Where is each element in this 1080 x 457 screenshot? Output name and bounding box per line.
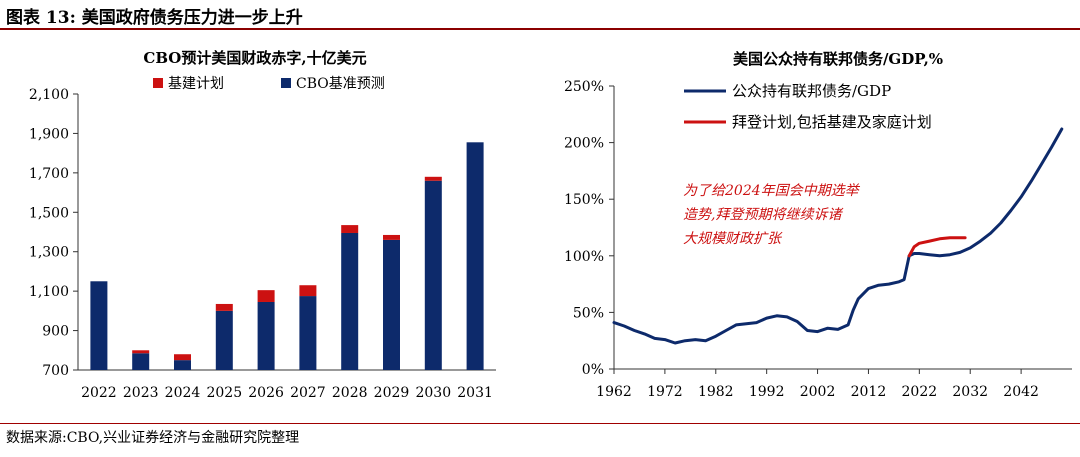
right-y-tick-label: 50% [573, 305, 604, 321]
right-x-tick-label: 1992 [749, 384, 785, 400]
bar-infra-2027 [299, 285, 317, 297]
bar-cbo-2027 [299, 296, 317, 370]
figure-title: 图表 13: 美国政府债务压力进一步上升 [6, 8, 303, 28]
bar-cbo-2023 [132, 353, 150, 370]
left-y-tick-label: 1,500 [29, 205, 69, 221]
right-x-tick-label: 1972 [647, 384, 683, 400]
bar-cbo-2026 [257, 301, 275, 370]
right-x-tick-label: 2022 [902, 384, 938, 400]
left-x-tick-label: 2027 [290, 385, 326, 401]
title-rule [0, 28, 1080, 30]
right-chart-title: 美国公众持有联邦债务/GDP,% [733, 50, 943, 68]
left-y-tick-label: 2,100 [29, 87, 69, 103]
annotation-line-1: 为了给2024年国会中期选举 [683, 183, 861, 199]
bar-infra-2029 [383, 234, 400, 240]
bar-infra-2023 [132, 350, 150, 354]
left-y-tick-label: 900 [42, 324, 69, 340]
bar-infra-2025 [215, 303, 233, 311]
left-x-tick-label: 2029 [374, 385, 410, 401]
right-x-tick-label: 2032 [952, 384, 988, 400]
bar-cbo-2030 [424, 180, 442, 370]
right-y-tick-label: 200% [564, 136, 604, 152]
left-x-tick-label: 2023 [123, 385, 159, 401]
source-note: 数据来源:CBO,兴业证券经济与金融研究院整理 [6, 430, 300, 446]
annotation-line-2: 造势,拜登预期将继续诉诸 [683, 207, 843, 223]
bar-infra-2024 [174, 354, 191, 361]
left-x-tick-label: 2025 [206, 385, 242, 401]
right-x-tick-label: 2042 [1003, 384, 1039, 400]
legend-label-biden: 拜登计划,包括基建及家庭计划 [732, 113, 932, 131]
left-y-tick-label: 1,900 [29, 126, 69, 142]
right-y-tick-label: 0% [582, 362, 604, 378]
legend-swatch-cbo [281, 78, 291, 88]
line-debt-to-gdp [612, 127, 1064, 345]
annotation-line-3: 大规模财政扩张 [683, 231, 783, 247]
bar-cbo-2022 [90, 281, 108, 370]
right-x-tick-label: 2002 [800, 384, 836, 400]
left-y-tick-label: 1,700 [29, 166, 69, 182]
right-x-tick-label: 1982 [698, 384, 734, 400]
left-x-tick-label: 2024 [165, 385, 201, 401]
right-y-tick-label: 100% [564, 249, 604, 265]
line-biden-plan [907, 236, 967, 258]
bar-infra-2028 [341, 225, 359, 233]
bar-infra-2030 [424, 176, 442, 181]
left-x-tick-label: 2030 [415, 385, 451, 401]
legend-label-cbo: CBO基准预测 [296, 75, 385, 92]
bar-infra-2026 [257, 290, 275, 302]
right-y-tick-label: 250% [564, 79, 604, 95]
left-y-tick-label: 1,100 [29, 284, 69, 300]
bar-cbo-2028 [341, 232, 359, 370]
legend-swatch-infra [153, 78, 163, 88]
left-chart-title: CBO预计美国财政赤字,十亿美元 [143, 49, 366, 67]
left-y-tick-label: 1,300 [29, 245, 69, 261]
bar-cbo-2024 [174, 360, 191, 370]
left-x-tick-label: 2026 [248, 385, 284, 401]
right-y-tick-label: 150% [564, 192, 604, 208]
left-x-tick-label: 2028 [332, 385, 368, 401]
source-rule [0, 423, 1080, 424]
legend-label-debt: 公众持有联邦债务/GDP [732, 82, 891, 100]
left-x-tick-label: 2022 [81, 385, 117, 401]
right-x-tick-label: 2012 [851, 384, 887, 400]
left-y-tick-label: 700 [42, 363, 69, 379]
left-x-tick-label: 2031 [457, 385, 493, 401]
bar-cbo-2031 [466, 142, 484, 370]
right-x-tick-label: 1962 [596, 384, 632, 400]
bar-cbo-2029 [383, 239, 400, 370]
legend-label-infra: 基建计划 [168, 75, 224, 92]
bar-cbo-2025 [215, 310, 233, 370]
